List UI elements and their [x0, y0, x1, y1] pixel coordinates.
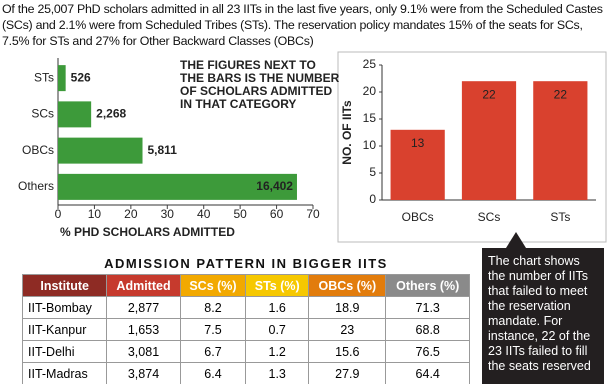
x-tick-label: 50	[233, 207, 247, 221]
x-tick-label: 30	[161, 207, 175, 221]
x-tick-label: SCs	[478, 210, 501, 224]
chart-frame	[337, 51, 607, 243]
value-label: 13	[411, 136, 425, 150]
table-cell: 15.6	[308, 340, 387, 363]
table-cell: IIT-Kanpur	[21, 318, 108, 341]
header-cell: SCs (%)	[179, 274, 247, 297]
y-tick-label: 0	[369, 192, 376, 206]
count-label: 16,402	[256, 179, 293, 193]
x-tick-label: OBCs	[402, 210, 434, 224]
header-cell: Admitted	[106, 274, 181, 297]
header-cell: OBCs (%)	[308, 274, 387, 297]
bar	[58, 101, 92, 128]
bar	[533, 81, 588, 200]
y-axis-label: NO. OF IITs	[340, 100, 354, 165]
table-cell: 3,874	[106, 362, 181, 384]
x-axis-label: % PHD SCHOLARS ADMITTED	[60, 225, 235, 239]
table-row: IIT-Bombay 2,877 8.2 1.6 18.9 71.3	[21, 296, 470, 319]
value-label: 22	[554, 87, 568, 101]
admission-table: Institute Admitted SCs (%) STs (%) OBCs (%) O…	[21, 274, 470, 384]
x-tick-label: 10	[88, 207, 102, 221]
table-cell: 27.9	[308, 362, 387, 384]
y-tick-label: OBCs	[22, 143, 54, 157]
table-cell: 6.7	[179, 340, 247, 363]
table-cell: 1.6	[245, 296, 310, 319]
table-row: IIT-Delhi 3,081 6.7 1.2 15.6 76.5	[21, 340, 470, 363]
x-tick-label: 20	[124, 207, 138, 221]
y-tick-label: STs	[34, 70, 54, 84]
table-row: IIT-Kanpur 1,653 7.5 0.7 23 68.8	[21, 318, 470, 341]
header-cell: Others (%)	[385, 274, 470, 297]
table-cell: 7.5	[179, 318, 247, 341]
y-tick-label: 10	[363, 138, 377, 152]
table-cell: 18.9	[308, 296, 387, 319]
table-cell: 68.8	[385, 318, 470, 341]
count-label: 526	[71, 70, 91, 84]
table-title: ADMISSION PATTERN IN BIGGER IITS	[104, 256, 388, 271]
count-label: 2,268	[96, 107, 126, 121]
x-tick-label: 40	[197, 207, 211, 221]
y-tick-label: 5	[369, 165, 376, 179]
table-cell: 76.5	[385, 340, 470, 363]
x-tick-label: STs	[550, 210, 570, 224]
table-cell: 64.4	[385, 362, 470, 384]
y-tick-label: Others	[18, 179, 54, 193]
callout-pointer	[506, 232, 526, 248]
header-row: Institute Admitted SCs (%) STs (%) OBCs (%) O…	[21, 274, 470, 297]
y-tick-label: 15	[363, 111, 377, 125]
table-cell: 1.2	[245, 340, 310, 363]
table-cell: 3,081	[106, 340, 181, 363]
x-tick-label: 0	[55, 207, 62, 221]
table-cell: 71.3	[385, 296, 470, 319]
table-row: IIT-Madras 3,874 6.4 1.3 27.9 64.4	[21, 362, 470, 384]
table-cell: 8.2	[179, 296, 247, 319]
table-cell: 0.7	[245, 318, 310, 341]
table-cell: IIT-Delhi	[21, 340, 108, 363]
count-label: 5,811	[148, 143, 178, 157]
header-cell: STs (%)	[245, 274, 310, 297]
table-cell: 6.4	[179, 362, 247, 384]
bar	[390, 129, 445, 200]
bar	[58, 65, 66, 92]
x-tick-label: 70	[306, 207, 320, 221]
y-tick-label: 20	[363, 84, 377, 98]
header-cell: Institute	[21, 274, 108, 297]
callout-note: The chart shows the number of IITs that …	[482, 248, 604, 384]
table-cell: 1,653	[106, 318, 181, 341]
bar	[58, 173, 297, 200]
y-tick-label: 25	[363, 57, 377, 71]
table-cell: 1.3	[245, 362, 310, 384]
value-label: 22	[482, 87, 496, 101]
x-tick-label: 60	[270, 207, 284, 221]
annotation: THE FIGURES NEXT TO THE BARS IS THE NUMBE…	[180, 58, 340, 111]
table-cell: IIT-Bombay	[21, 296, 108, 319]
bar	[58, 137, 143, 164]
y-tick-label: SCs	[31, 107, 54, 121]
bar	[461, 81, 517, 200]
table-cell: IIT-Madras	[21, 362, 108, 384]
table-cell: 2,877	[106, 296, 181, 319]
table-cell: 23	[308, 318, 387, 341]
intro-text: Of the 25,007 PhD scholars admitted in a…	[2, 2, 603, 48]
